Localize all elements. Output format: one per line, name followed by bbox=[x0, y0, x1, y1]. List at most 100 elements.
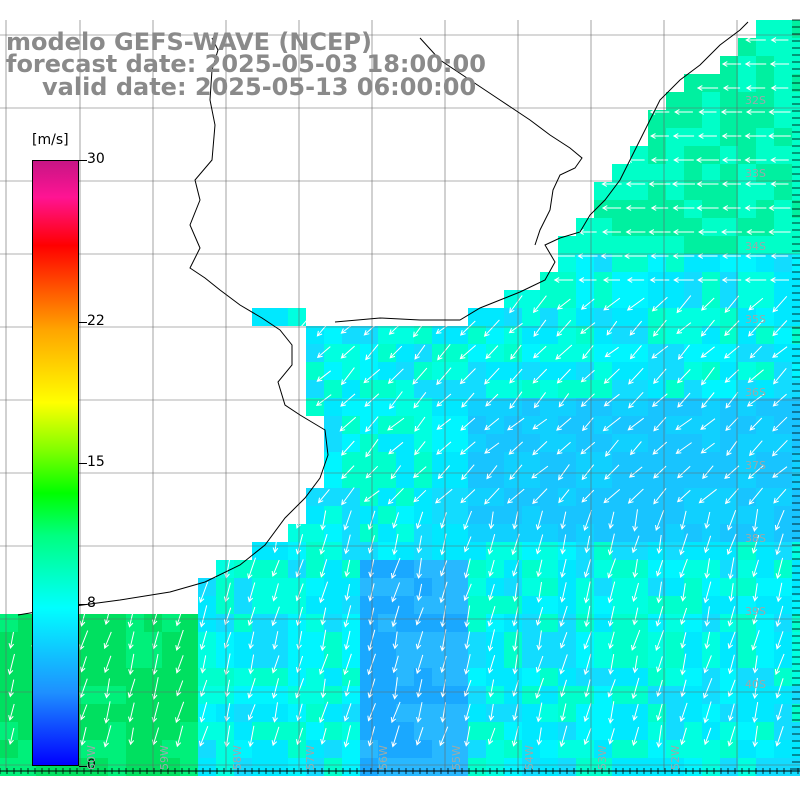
wind-arrow bbox=[128, 653, 135, 676]
wind-cell bbox=[234, 632, 252, 650]
wind-arrow bbox=[532, 418, 548, 430]
wind-cell bbox=[792, 272, 800, 290]
wind-cell bbox=[720, 308, 738, 326]
wind-cell bbox=[522, 452, 540, 470]
wind-cell bbox=[414, 722, 432, 740]
wind-cell bbox=[558, 434, 576, 452]
wind-arrow bbox=[391, 605, 400, 628]
wind-cell bbox=[378, 362, 396, 380]
wind-arrow bbox=[676, 295, 692, 314]
wind-cell bbox=[720, 254, 738, 272]
wind-cell bbox=[126, 722, 144, 740]
wind-arrow bbox=[557, 464, 570, 481]
wind-arrow bbox=[700, 418, 716, 430]
wind-cell bbox=[792, 416, 800, 434]
wind-cell bbox=[360, 614, 378, 632]
wind-arrow bbox=[128, 702, 135, 723]
wind-cell bbox=[756, 704, 774, 722]
wind-arrow bbox=[580, 322, 596, 335]
wind-cell bbox=[684, 686, 702, 704]
wind-arrow bbox=[414, 344, 426, 360]
wind-arrow bbox=[341, 465, 355, 480]
wind-cell bbox=[738, 74, 756, 92]
wind-arrow bbox=[532, 488, 548, 505]
wind-cell bbox=[468, 416, 486, 434]
wind-arrow bbox=[721, 229, 742, 235]
wind-cell bbox=[666, 398, 684, 416]
wind-cell bbox=[306, 650, 324, 668]
wind-cell bbox=[720, 110, 738, 128]
wind-cell bbox=[540, 722, 558, 740]
wind-cell bbox=[252, 722, 270, 740]
wind-arrow bbox=[747, 369, 764, 383]
wind-arrow bbox=[774, 510, 785, 531]
wind-arrow bbox=[727, 654, 735, 675]
wind-cell bbox=[792, 668, 800, 686]
wind-arrow bbox=[580, 369, 595, 383]
wind-cell bbox=[216, 704, 234, 722]
wind-arrow bbox=[724, 369, 739, 383]
wind-cell bbox=[378, 650, 396, 668]
wind-cell bbox=[720, 506, 738, 524]
wind-arrow bbox=[247, 678, 256, 699]
wind-cell bbox=[774, 524, 792, 542]
wind-cell bbox=[684, 506, 702, 524]
wind-arrow bbox=[696, 205, 719, 211]
longitude-label: 56W bbox=[377, 745, 390, 770]
latitude-label: 32S bbox=[745, 94, 766, 107]
wind-cell bbox=[558, 308, 576, 326]
wind-arrow bbox=[390, 557, 401, 579]
wind-cell bbox=[360, 434, 378, 452]
wind-cell bbox=[522, 380, 540, 398]
wind-cell bbox=[702, 542, 720, 560]
wind-arrow bbox=[533, 345, 547, 359]
wind-arrow bbox=[648, 181, 671, 187]
wind-arrow bbox=[415, 607, 424, 626]
wind-cell bbox=[450, 506, 468, 524]
wind-arrow bbox=[679, 533, 688, 556]
longitude-label: 53W bbox=[596, 745, 609, 770]
wind-arrow bbox=[415, 511, 424, 530]
wind-cell bbox=[396, 506, 414, 524]
wind-cell bbox=[540, 614, 558, 632]
wind-cell bbox=[162, 614, 180, 632]
wind-cell bbox=[486, 542, 504, 560]
wind-cell bbox=[234, 686, 252, 704]
wind-cell bbox=[468, 704, 486, 722]
wind-cell bbox=[720, 146, 738, 164]
wind-cell bbox=[342, 668, 360, 686]
wind-cell bbox=[378, 740, 396, 758]
wind-arrow bbox=[392, 655, 399, 674]
wind-arrow bbox=[600, 253, 623, 259]
wind-arrow bbox=[7, 653, 15, 675]
wind-cell bbox=[702, 308, 720, 326]
wind-arrow bbox=[770, 157, 789, 163]
wind-arrow bbox=[628, 367, 644, 385]
wind-cell bbox=[0, 686, 18, 704]
wind-cell bbox=[360, 326, 378, 344]
wind-arrow bbox=[752, 677, 758, 700]
wind-cell bbox=[468, 686, 486, 704]
wind-arrow bbox=[295, 511, 304, 529]
wind-cell bbox=[270, 632, 288, 650]
wind-arrow bbox=[199, 605, 208, 628]
wind-cell bbox=[738, 506, 756, 524]
wind-cell bbox=[702, 362, 720, 380]
wind-cell bbox=[432, 596, 450, 614]
wind-arrow bbox=[680, 653, 687, 676]
wind-cell bbox=[324, 470, 342, 488]
wind-cell bbox=[468, 542, 486, 560]
wind-cell bbox=[774, 326, 792, 344]
wind-arrow bbox=[412, 367, 428, 385]
wind-cell bbox=[756, 20, 774, 38]
wind-cell bbox=[666, 524, 684, 542]
wind-cell bbox=[612, 236, 630, 254]
wind-cell bbox=[414, 416, 432, 434]
wind-cell bbox=[378, 686, 396, 704]
wind-arrow bbox=[390, 465, 402, 480]
wind-cell bbox=[702, 398, 720, 416]
wind-cell bbox=[90, 722, 108, 740]
wind-cell bbox=[18, 686, 36, 704]
wind-arrow bbox=[720, 109, 743, 115]
wind-cell bbox=[414, 614, 432, 632]
